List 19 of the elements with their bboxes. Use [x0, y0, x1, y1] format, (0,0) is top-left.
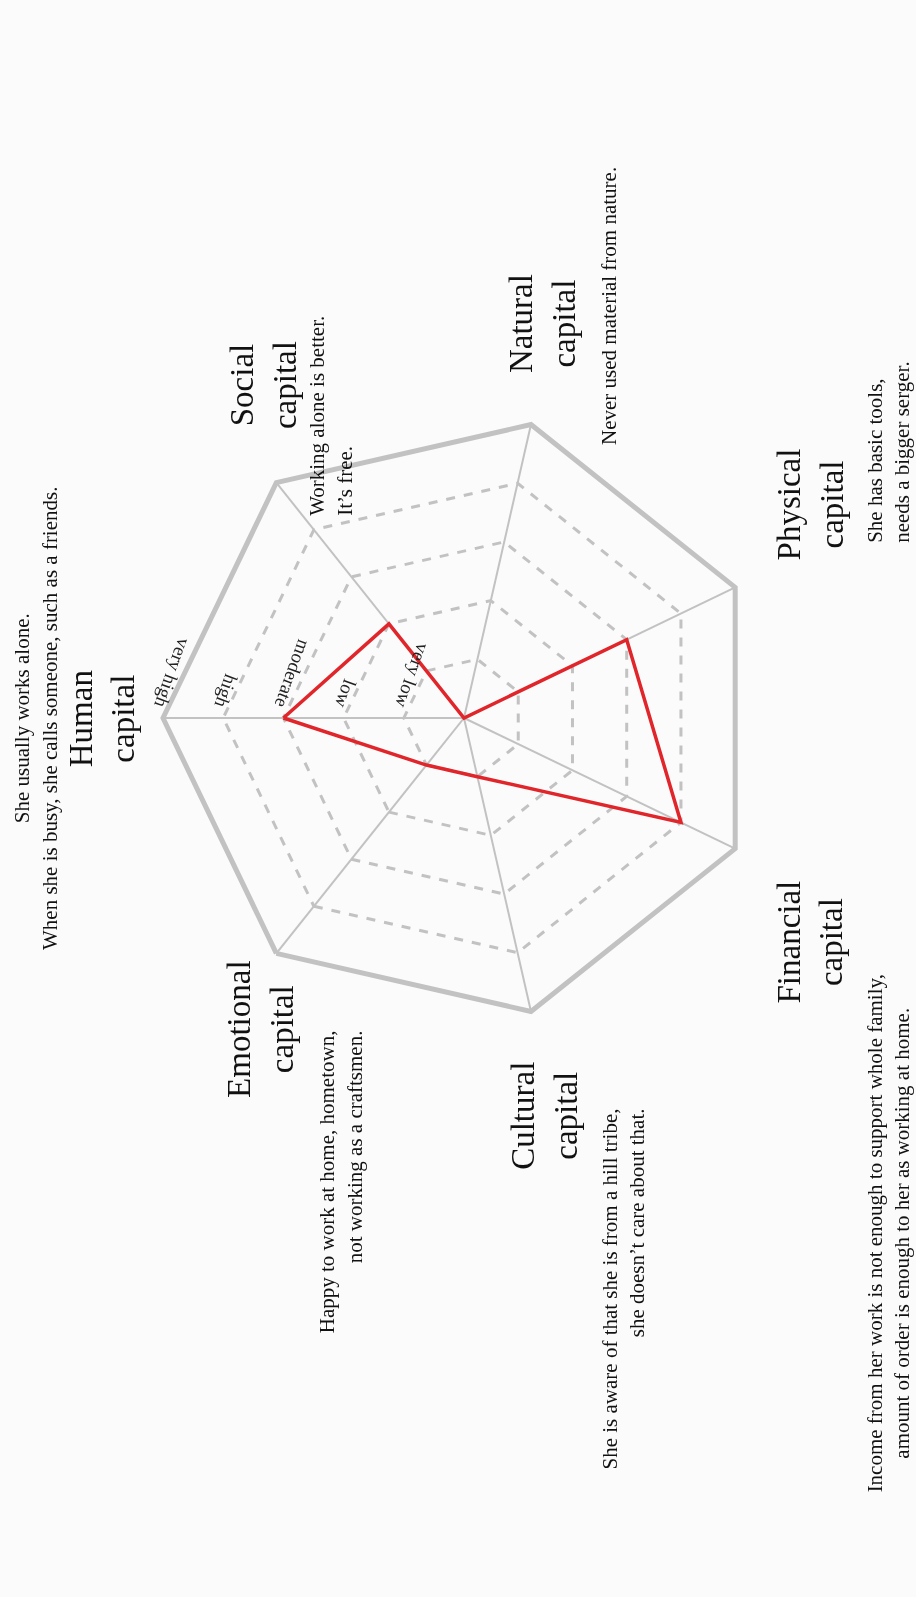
spoke-label: Social capital [223, 341, 303, 430]
text: She has basic tools, needs a bigger serger. [863, 361, 915, 543]
spoke-label: Physical capital [770, 448, 850, 561]
y-tick-label: high [210, 671, 242, 712]
spoke-label: Natural capital [503, 274, 582, 374]
text: Never used material from nature. [596, 166, 621, 445]
text: She usually works alone. When she is busy, she calls someone, such as a friends. [10, 486, 62, 950]
spoke-label: Cultural capital [505, 1061, 585, 1170]
spoke-label: Human capital [62, 670, 142, 768]
text: Working alone is better. It’s free. [305, 315, 357, 516]
y-tick-label: very high [150, 635, 195, 712]
y-tick-label: moderate [270, 636, 315, 711]
text: Income from her work is not enough to support whole family, amount of order is enough to her as working at home. [862, 974, 914, 1493]
spoke-label: Financial capital [770, 880, 850, 1004]
spoke-label: Emotional capital [220, 960, 300, 1098]
text: Happy to work at home, hometown, not working as a craftsmen. [315, 1030, 367, 1334]
y-tick-label: low [330, 676, 361, 711]
text: She is aware of that she is from a hill tribe, she doesn’t care about that. [597, 1108, 649, 1470]
y-tick-label: very low [391, 640, 434, 711]
